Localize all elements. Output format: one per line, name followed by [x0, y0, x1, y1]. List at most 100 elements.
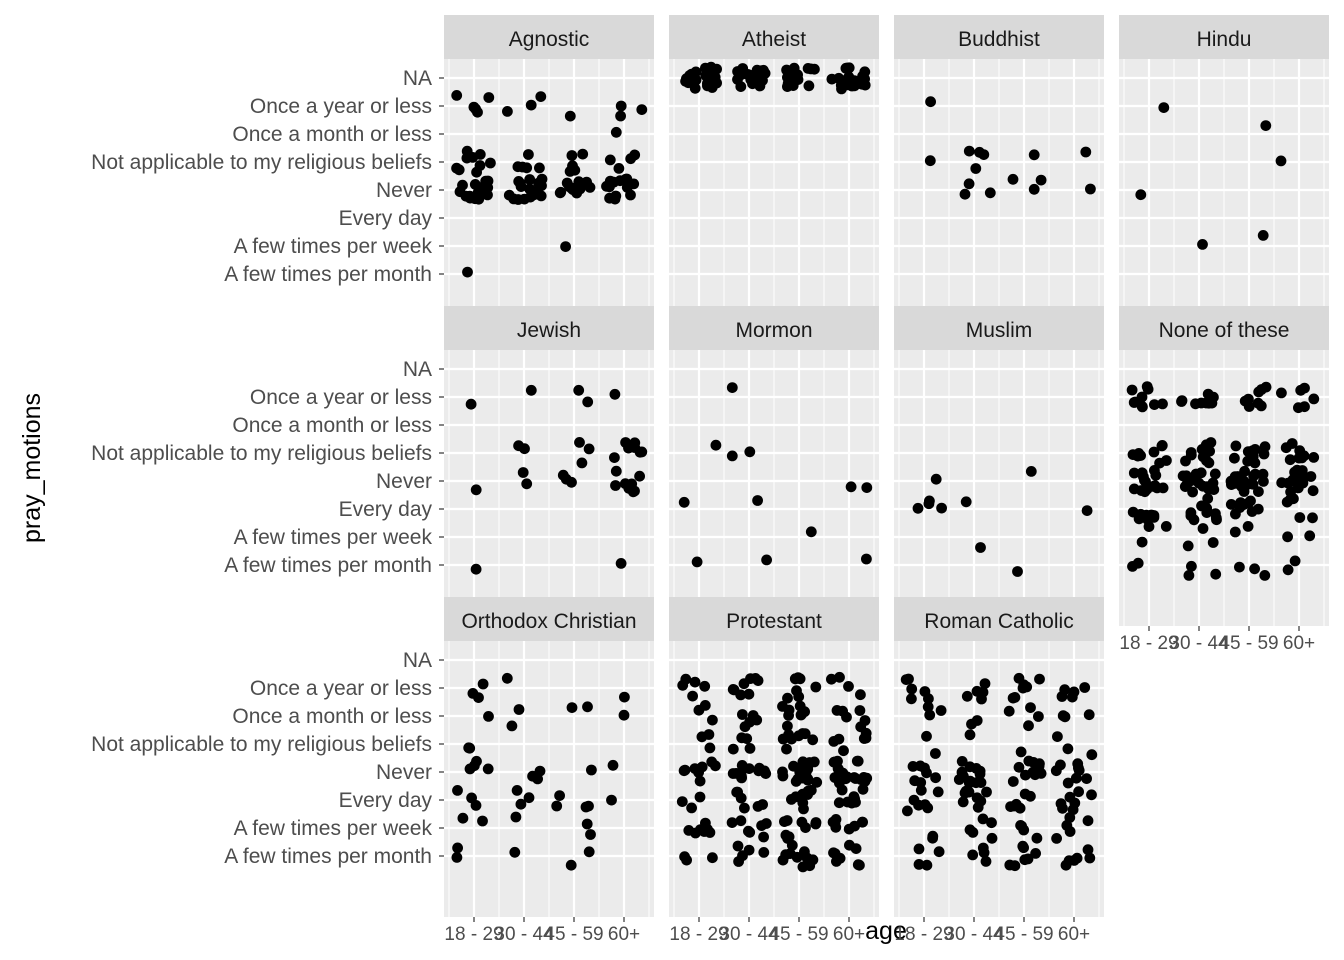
- data-point: [936, 502, 947, 514]
- data-point: [623, 442, 634, 454]
- data-point: [779, 816, 790, 827]
- data-point: [757, 75, 768, 86]
- data-point: [681, 854, 692, 866]
- x-tick-label: 60+: [608, 924, 640, 945]
- x-tick-label: 18 - 29: [444, 924, 503, 945]
- data-point: [618, 709, 630, 721]
- data-point: [534, 162, 545, 174]
- data-point: [581, 818, 593, 830]
- data-point: [1190, 398, 1201, 410]
- data-point: [956, 766, 968, 778]
- data-point: [777, 733, 789, 745]
- data-point: [1023, 720, 1034, 732]
- data-point: [758, 847, 770, 858]
- y-tick-label: Once a year or less: [250, 95, 432, 118]
- y-tick-label: Once a year or less: [250, 386, 432, 409]
- data-point: [689, 676, 701, 688]
- data-point: [744, 446, 756, 458]
- data-point: [738, 678, 750, 690]
- data-point: [1128, 467, 1140, 479]
- data-point: [560, 241, 571, 253]
- data-point: [1012, 566, 1023, 577]
- y-tick-label: Once a year or less: [250, 677, 432, 700]
- data-point: [977, 842, 989, 854]
- data-point: [462, 266, 473, 278]
- data-point: [957, 796, 969, 808]
- y-tick-label: Every day: [339, 207, 433, 230]
- data-point: [609, 452, 620, 463]
- data-point: [1149, 399, 1160, 410]
- data-point: [986, 832, 998, 844]
- data-point: [1288, 493, 1299, 505]
- data-point: [810, 817, 822, 828]
- data-point: [636, 446, 648, 458]
- data-point: [613, 163, 625, 174]
- data-point: [1197, 451, 1209, 463]
- y-tick-label: A few times per month: [224, 845, 432, 868]
- strip-background: [669, 15, 879, 59]
- data-point: [1305, 471, 1317, 482]
- data-point: [919, 799, 931, 810]
- x-tick-label: 45 - 59: [994, 924, 1053, 945]
- data-point: [470, 563, 482, 575]
- data-point: [1015, 746, 1027, 758]
- data-point: [1028, 183, 1040, 195]
- data-point: [523, 792, 535, 804]
- strip-background: [894, 15, 1104, 59]
- data-point: [921, 730, 932, 742]
- data-point: [726, 817, 738, 828]
- data-point: [1299, 382, 1310, 394]
- data-point: [826, 673, 837, 685]
- data-point: [961, 690, 973, 702]
- panel-atheist: Atheist: [669, 15, 879, 335]
- data-point: [1259, 441, 1271, 453]
- data-point: [678, 496, 690, 508]
- data-point: [1148, 446, 1160, 458]
- data-point: [677, 679, 689, 691]
- data-point: [523, 149, 534, 160]
- x-tick-label: 60+: [833, 924, 865, 945]
- data-point: [855, 689, 866, 701]
- data-point: [744, 743, 756, 754]
- data-point: [582, 396, 594, 408]
- data-point: [732, 840, 744, 852]
- data-point: [1021, 681, 1033, 693]
- data-point: [1210, 512, 1222, 524]
- data-point: [1018, 842, 1029, 854]
- data-point: [829, 848, 841, 859]
- data-point: [524, 183, 535, 195]
- data-point: [933, 846, 945, 858]
- data-point: [754, 762, 765, 774]
- data-point: [727, 743, 739, 755]
- data-point: [1206, 397, 1218, 409]
- x-tick-label: 45 - 59: [544, 924, 603, 945]
- data-point: [782, 720, 793, 732]
- strip-background: [1119, 15, 1329, 59]
- data-point: [1062, 743, 1074, 755]
- y-tick-label: A few times per week: [234, 817, 433, 840]
- data-point: [1160, 521, 1172, 532]
- data-point: [1057, 710, 1069, 722]
- data-point: [735, 815, 747, 827]
- data-point: [1007, 692, 1019, 704]
- data-point: [1256, 384, 1267, 395]
- data-point: [1023, 755, 1035, 767]
- data-point: [1066, 691, 1078, 703]
- data-point: [461, 152, 473, 164]
- data-point: [561, 177, 573, 189]
- data-point: [1013, 761, 1025, 773]
- data-point: [535, 190, 547, 202]
- data-point: [1127, 449, 1139, 460]
- data-point: [906, 683, 918, 695]
- data-point: [525, 99, 537, 111]
- data-point: [1307, 485, 1319, 497]
- data-point: [857, 783, 869, 795]
- data-point: [981, 786, 992, 798]
- data-point: [451, 90, 463, 101]
- data-point: [803, 80, 815, 92]
- data-point: [843, 681, 854, 692]
- data-point: [1182, 540, 1194, 552]
- data-point: [924, 155, 936, 167]
- y-tick-label: Once a month or less: [232, 705, 432, 728]
- x-tick-label: 18 - 29: [1119, 633, 1178, 654]
